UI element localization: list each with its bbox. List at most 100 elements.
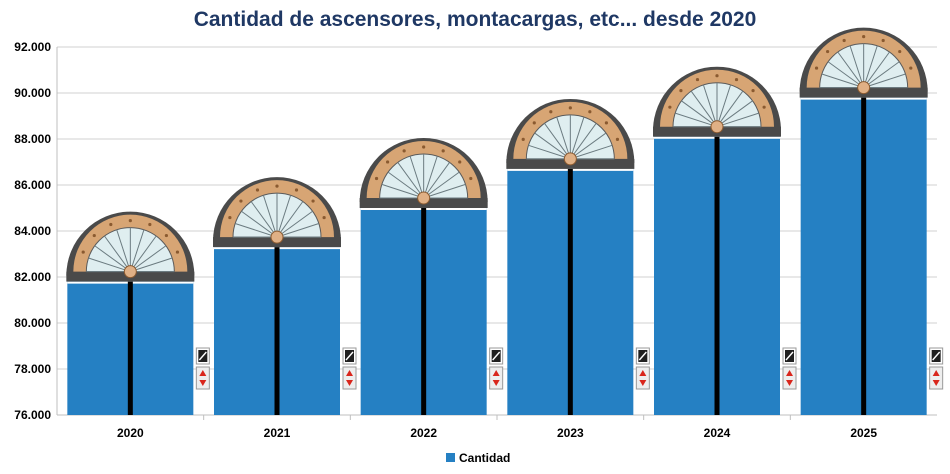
elevator-call-panel-icon <box>489 347 504 390</box>
arch-stud <box>294 188 299 192</box>
bar-group <box>213 177 357 415</box>
arch-stud <box>402 149 406 153</box>
arch-stud <box>109 222 113 227</box>
panel-buttons <box>342 366 357 390</box>
arch-spoke <box>821 73 864 89</box>
arch-spoke <box>569 116 585 160</box>
x-tick-label: 2021 <box>264 426 291 440</box>
arch-hub <box>563 152 577 166</box>
arch-stud <box>549 110 553 114</box>
legend-label: Cantidad <box>459 451 510 465</box>
arch-stud <box>842 38 846 43</box>
arch-hub <box>857 81 871 95</box>
arch-stud <box>862 35 866 39</box>
arch-spoke <box>423 162 450 199</box>
arch-spoke <box>234 223 278 238</box>
panel-glint <box>492 351 501 361</box>
arch-stud <box>881 38 885 43</box>
down-arrow-icon <box>199 380 207 386</box>
arch-spoke <box>423 183 466 199</box>
arch-hub <box>123 265 137 279</box>
panel-buttons <box>782 366 797 390</box>
arch-spoke <box>690 90 718 127</box>
arch-hub <box>270 230 284 244</box>
arch-spoke <box>409 155 425 199</box>
arch-spoke <box>423 155 438 199</box>
arch-spoke <box>528 144 571 160</box>
arch-spoke <box>863 51 890 88</box>
arch-stud <box>695 77 700 82</box>
arch-spoke <box>544 123 571 160</box>
x-tick-label: 2025 <box>850 426 877 440</box>
bar-group <box>653 66 797 415</box>
arch-stud <box>228 215 232 220</box>
bar-group <box>66 211 210 415</box>
arch-spoke <box>276 201 304 238</box>
arch-spoke <box>116 229 131 272</box>
arch-spoke <box>423 171 460 199</box>
arch-stud <box>81 250 85 254</box>
arch-stud <box>275 184 279 188</box>
arch-spoke <box>702 84 718 127</box>
arch-stud <box>668 105 672 109</box>
arch-spoke <box>716 100 753 128</box>
arch-hub <box>417 191 431 205</box>
arch-stud <box>322 215 326 220</box>
arch-spoke <box>129 229 145 272</box>
down-arrow-icon <box>639 380 647 386</box>
arch-stud <box>458 160 462 164</box>
panel-buttons <box>635 366 650 390</box>
arch-spoke <box>849 45 865 88</box>
y-tick-label: 82.000 <box>14 270 51 284</box>
arch-spoke <box>556 116 571 160</box>
arch-spoke <box>397 162 425 199</box>
arch-stud <box>909 66 913 70</box>
arch-spoke <box>570 144 613 160</box>
arch-stud <box>148 222 152 227</box>
legend-swatch <box>446 453 455 462</box>
arch-stud <box>311 199 315 203</box>
arch-stud <box>422 145 426 149</box>
arch-stud <box>386 160 390 164</box>
arch-spoke <box>94 245 131 273</box>
arch-spoke <box>674 112 718 128</box>
arch-stud <box>588 110 592 114</box>
arch-spoke <box>241 210 278 238</box>
down-arrow-icon <box>346 380 353 386</box>
elevator-call-panel-icon <box>782 347 797 390</box>
up-arrow-icon <box>786 370 793 376</box>
up-arrow-icon <box>932 370 940 376</box>
panel-glint <box>345 351 354 361</box>
arch-spoke <box>381 183 424 199</box>
arch-stud <box>239 199 243 203</box>
arch-stud <box>374 176 379 181</box>
arch-stud <box>128 219 132 223</box>
fanlight-arch <box>506 98 635 169</box>
arch-stud <box>615 137 620 141</box>
panel-buttons <box>489 366 504 390</box>
arch-hub <box>710 120 724 134</box>
arch-spoke <box>276 223 320 238</box>
arch-spoke <box>570 132 607 160</box>
arch-spoke <box>681 100 718 128</box>
y-tick-label: 92.000 <box>14 40 51 54</box>
elevator-call-panel-icon <box>635 347 650 390</box>
arch-stud <box>441 149 445 153</box>
arch-stud <box>734 77 739 82</box>
up-arrow-icon <box>639 370 647 376</box>
elevator-call-panel-icon <box>195 347 210 390</box>
arch-stud <box>715 74 719 78</box>
panel-buttons <box>929 366 944 390</box>
arch-stud <box>604 121 608 125</box>
x-tick-label: 2022 <box>410 426 437 440</box>
arch-stud <box>532 121 536 125</box>
arch-spoke <box>863 61 900 89</box>
arch-stud <box>255 188 260 192</box>
arch-spoke <box>104 235 131 272</box>
panel-buttons <box>195 366 210 390</box>
arch-spoke <box>276 195 292 238</box>
down-arrow-icon <box>492 380 500 386</box>
arch-spoke <box>88 257 131 273</box>
x-tick-label: 2023 <box>557 426 584 440</box>
